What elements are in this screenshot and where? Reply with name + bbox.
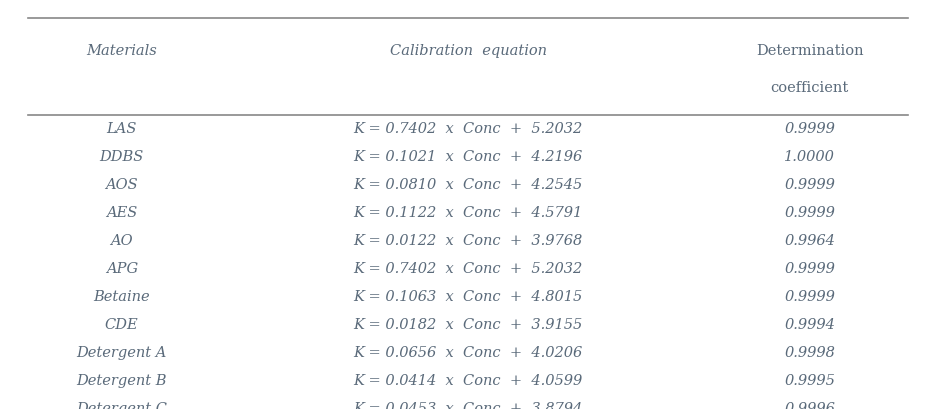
Text: AO: AO — [110, 234, 133, 247]
Text: 0.9996: 0.9996 — [784, 402, 835, 409]
Text: 0.9999: 0.9999 — [784, 121, 835, 135]
Text: 0.9994: 0.9994 — [784, 318, 835, 332]
Text: Materials: Materials — [86, 44, 157, 58]
Text: K = 0.0453  x  Conc  +  3.8794: K = 0.0453 x Conc + 3.8794 — [354, 402, 582, 409]
Text: 0.9999: 0.9999 — [784, 290, 835, 303]
Text: 0.9964: 0.9964 — [784, 234, 835, 247]
Text: K = 0.7402  x  Conc  +  5.2032: K = 0.7402 x Conc + 5.2032 — [354, 262, 582, 276]
Text: APG: APG — [106, 262, 138, 276]
Text: DDBS: DDBS — [99, 150, 144, 164]
Text: LAS: LAS — [107, 121, 137, 135]
Text: Detergent A: Detergent A — [77, 346, 167, 360]
Text: CDE: CDE — [105, 318, 139, 332]
Text: 0.9999: 0.9999 — [784, 262, 835, 276]
Text: AES: AES — [106, 206, 138, 220]
Text: K = 0.0414  x  Conc  +  4.0599: K = 0.0414 x Conc + 4.0599 — [354, 374, 582, 388]
Text: K = 0.0810  x  Conc  +  4.2545: K = 0.0810 x Conc + 4.2545 — [354, 178, 582, 191]
Text: 0.9998: 0.9998 — [784, 346, 835, 360]
Text: K = 0.0656  x  Conc  +  4.0206: K = 0.0656 x Conc + 4.0206 — [354, 346, 582, 360]
Text: 0.9999: 0.9999 — [784, 206, 835, 220]
Text: K = 0.0122  x  Conc  +  3.9768: K = 0.0122 x Conc + 3.9768 — [354, 234, 582, 247]
Text: K = 0.1122  x  Conc  +  4.5791: K = 0.1122 x Conc + 4.5791 — [354, 206, 582, 220]
Text: K = 0.1063  x  Conc  +  4.8015: K = 0.1063 x Conc + 4.8015 — [354, 290, 582, 303]
Text: 0.9999: 0.9999 — [784, 178, 835, 191]
Text: Determination: Determination — [756, 44, 863, 58]
Text: 1.0000: 1.0000 — [784, 150, 835, 164]
Text: coefficient: coefficient — [770, 81, 849, 95]
Text: AOS: AOS — [106, 178, 138, 191]
Text: 0.9995: 0.9995 — [784, 374, 835, 388]
Text: K = 0.0182  x  Conc  +  3.9155: K = 0.0182 x Conc + 3.9155 — [354, 318, 582, 332]
Text: Betaine: Betaine — [94, 290, 150, 303]
Text: K = 0.1021  x  Conc  +  4.2196: K = 0.1021 x Conc + 4.2196 — [354, 150, 582, 164]
Text: Detergent B: Detergent B — [77, 374, 167, 388]
Text: Calibration  equation: Calibration equation — [389, 44, 547, 58]
Text: Detergent C: Detergent C — [76, 402, 168, 409]
Text: K = 0.7402  x  Conc  +  5.2032: K = 0.7402 x Conc + 5.2032 — [354, 121, 582, 135]
